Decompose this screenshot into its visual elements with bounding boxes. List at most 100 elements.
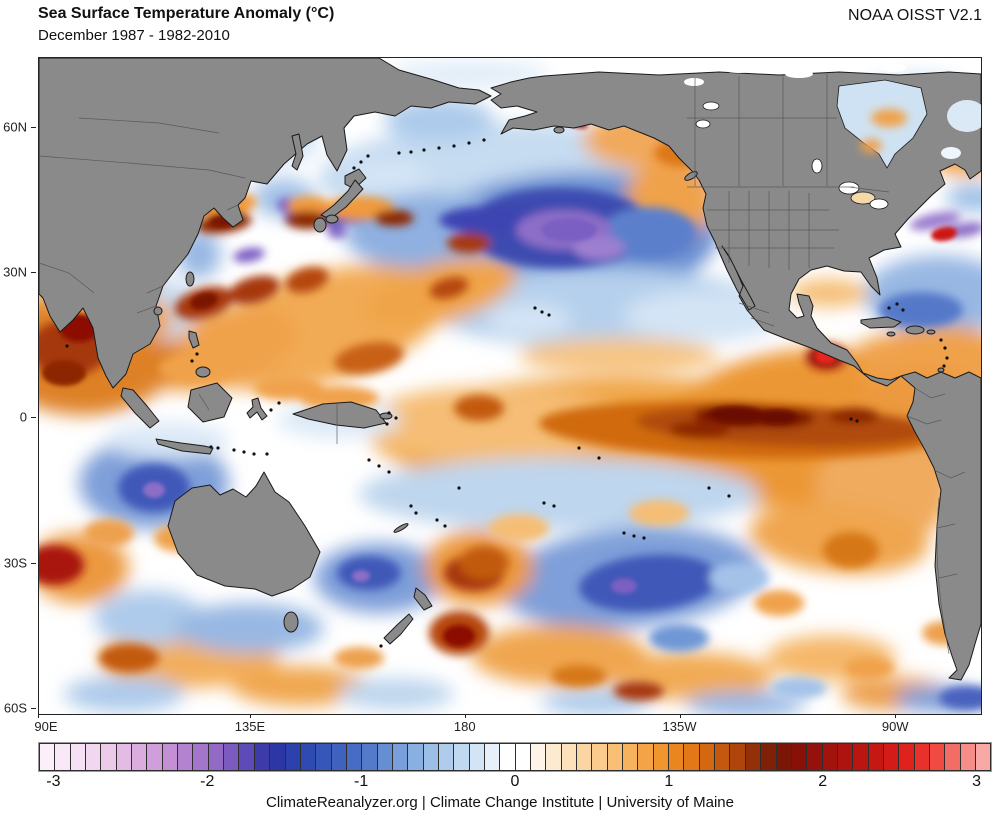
colorbar-cell [760, 743, 777, 771]
land-new-caledonia [393, 523, 409, 533]
colorbar-cell [100, 743, 117, 771]
anomaly-blob [860, 139, 882, 153]
colorbar-cell [867, 743, 884, 771]
lon-label: 90W [881, 719, 909, 734]
colorbar-cell [437, 743, 455, 771]
anomaly-blob [99, 644, 159, 672]
islet-dot [409, 150, 413, 154]
colorbar-tick-label: -3 [46, 773, 61, 790]
anomaly-blob [614, 682, 664, 700]
colorbar-cell [790, 743, 808, 771]
anomaly-blob [871, 109, 907, 127]
land-nz-south-island [383, 613, 414, 645]
land-java [155, 438, 214, 455]
colorbar-cell [944, 743, 961, 771]
anomaly-blob [443, 625, 475, 647]
colorbar-tick-label: 2 [818, 773, 828, 790]
colorbar-cell [898, 743, 915, 771]
lat-label: 30S [3, 555, 27, 571]
islet-dot [542, 501, 546, 505]
anomaly-blob [42, 360, 86, 386]
anomaly-blob [143, 482, 165, 498]
islet-dot [65, 344, 69, 348]
land-kodiak-island [553, 126, 565, 134]
colorbar-cell [744, 743, 762, 771]
anomaly-blob [844, 657, 894, 679]
great-slave-lake [702, 101, 720, 111]
anomaly-blob [601, 207, 697, 259]
anomaly-blob [39, 545, 84, 585]
anomaly-blob [709, 563, 769, 593]
islet-dot [457, 486, 461, 490]
anomaly-blob [233, 247, 265, 263]
anomaly-blob [939, 686, 981, 710]
islet-dot [895, 302, 899, 306]
anomaly-blob [551, 665, 607, 687]
islet-dot [414, 511, 418, 515]
anomaly-blob [829, 408, 879, 424]
colorbar-cell [576, 743, 593, 771]
lon-tick [679, 714, 681, 718]
islet-dot [943, 346, 947, 350]
islet-dot [942, 364, 946, 368]
anomaly-blob [228, 275, 280, 305]
colorbar-cell [330, 743, 347, 771]
anomaly-blob [823, 532, 879, 568]
colorbar-cell [468, 743, 485, 771]
colorbar-cell [928, 743, 946, 771]
lon-tick [38, 714, 39, 718]
colorbar-cell [85, 743, 102, 771]
colorbar-cell [115, 743, 133, 771]
colorbar-cell [806, 743, 823, 771]
islet-dot [366, 154, 370, 158]
islet-dot [209, 445, 213, 449]
colorbar-cell [69, 743, 87, 771]
colorbar-cell [959, 743, 976, 771]
colorbar-cell [591, 743, 608, 771]
dataset-source-label: NOAA OISST V2.1 [848, 7, 982, 24]
land-hainan [153, 306, 163, 316]
lat-label: 60S [3, 700, 27, 716]
arctic-channel-1 [721, 63, 757, 73]
anomaly-blob [669, 421, 729, 439]
colorbar-cell [407, 743, 424, 771]
anomaly-blob [909, 211, 961, 231]
anomaly-blob [573, 236, 625, 260]
colorbar-cell [161, 743, 179, 771]
colorbar-cell [39, 743, 56, 771]
anomaly-blob [579, 554, 719, 612]
anomaly-blob [519, 338, 719, 374]
islet-dot [945, 356, 949, 360]
anomaly-blob [946, 184, 981, 212]
anomaly-blob [611, 578, 637, 594]
colorbar-tick-label: 0 [510, 773, 520, 790]
colorbar-tick-labels: -3 -2 -1 0 1 2 3 [38, 773, 992, 795]
land-japan-kyushu [313, 217, 327, 233]
colorbar-cell [299, 743, 317, 771]
land-asia [39, 58, 492, 389]
islet-dot [632, 534, 636, 538]
anomaly-blob [709, 406, 765, 424]
colorbar-tick-label: 3 [972, 773, 982, 790]
land-sulawesi [246, 397, 268, 421]
colorbar-cell [207, 743, 225, 771]
anomaly-blob [439, 206, 539, 234]
arctic-channel-4 [882, 64, 906, 72]
anomaly-blob [334, 647, 384, 669]
islet-dot [352, 166, 356, 170]
colorbar-cell [131, 743, 148, 771]
davis-strait [947, 100, 981, 132]
islet-dot [533, 306, 537, 310]
islet-dot [642, 536, 646, 540]
colorbar-cell [238, 743, 255, 771]
colorbar-cell [361, 743, 378, 771]
islet-dot [849, 417, 853, 421]
anomaly-blob [629, 500, 689, 526]
anomaly-blob [361, 386, 621, 462]
gulf-st-lawrence [941, 147, 961, 159]
land-japan-shikoku [325, 214, 339, 224]
anomaly-blob [231, 666, 371, 706]
land-australia [167, 471, 321, 597]
colorbar-cell [622, 743, 639, 771]
anomaly-blob [489, 514, 549, 542]
